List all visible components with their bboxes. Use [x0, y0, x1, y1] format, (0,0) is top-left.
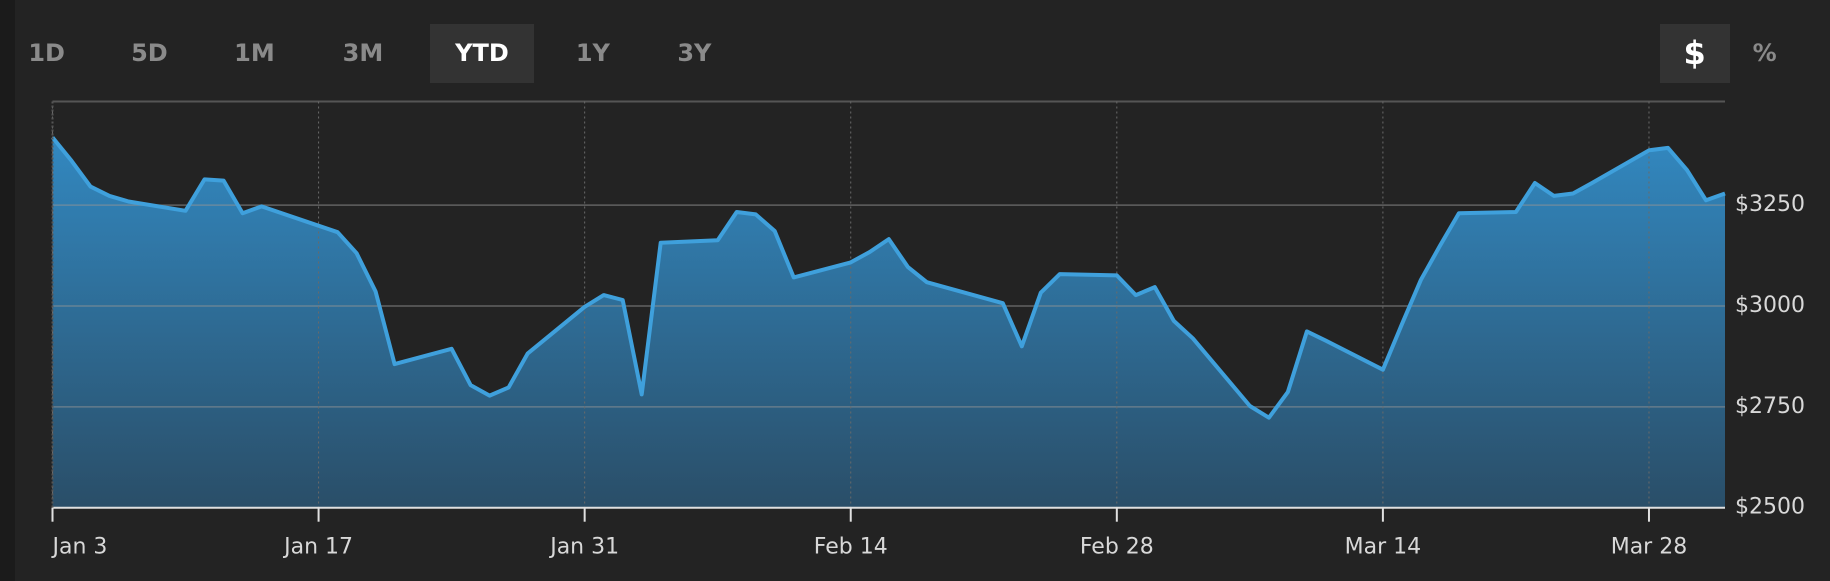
x-tick-label: Jan 17: [282, 535, 353, 560]
y-tick-label: $2750: [1735, 394, 1805, 419]
toggle-button[interactable]: 1Y: [575, 39, 610, 67]
x-tick-label: Mar 28: [1611, 535, 1688, 560]
toggle-button[interactable]: YTD: [430, 24, 534, 83]
x-tick-label: Jan 31: [548, 535, 619, 560]
toggle-button[interactable]: 5D: [131, 39, 168, 67]
toggle-button[interactable]: 3M: [342, 39, 384, 67]
price-line: [50, 136, 1726, 420]
toggle-button[interactable]: 1D: [28, 39, 65, 67]
side-strip: [0, 0, 15, 581]
toggle-button[interactable]: 1M: [234, 39, 275, 67]
y-tick-label: $2500: [1735, 495, 1805, 520]
y-tick-label: $3000: [1735, 293, 1805, 318]
x-tick-label: Feb 14: [814, 535, 888, 560]
x-tick-label: Jan 3: [51, 535, 108, 560]
x-tick-label: Feb 28: [1080, 535, 1154, 560]
toggle-button[interactable]: %: [1752, 39, 1777, 67]
toggle-button[interactable]: 3Y: [677, 39, 712, 67]
toggle-button[interactable]: $: [1659, 24, 1730, 83]
area: [52, 137, 1725, 508]
y-tick-label: $3250: [1735, 192, 1805, 217]
x-tick-label: Mar 14: [1345, 535, 1422, 560]
